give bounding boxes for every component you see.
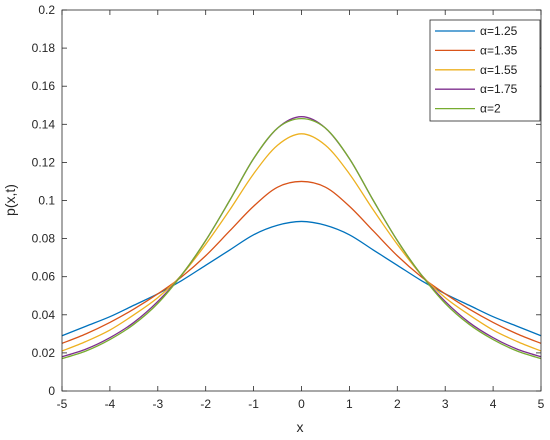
x-tick-label: 3 xyxy=(442,397,449,411)
legend-entry-4: α=1.75 xyxy=(480,82,518,96)
x-axis-label: x xyxy=(297,419,304,435)
legend-entry-3: α=1.55 xyxy=(480,63,518,77)
y-tick-label: 0.18 xyxy=(32,41,56,55)
series-line-4 xyxy=(61,116,542,358)
ticks-layer: -5 -4 -3 -2 -1 0 1 2 3 4 5 0 0.02 0.04 0.06 0.08 0.1 0.12… xyxy=(32,3,545,411)
legend-entry-5: α=2 xyxy=(480,102,501,116)
y-tick-label: 0.04 xyxy=(32,308,56,322)
y-tick-label: 0.16 xyxy=(32,79,56,93)
y-tick-label: 0.02 xyxy=(32,346,56,360)
y-tick-label: 0.06 xyxy=(32,270,56,284)
x-tick-label: -5 xyxy=(57,397,68,411)
y-tick-label: 0.1 xyxy=(38,194,55,208)
x-tick-label: -2 xyxy=(200,397,211,411)
y-tick-label: 0.12 xyxy=(32,155,56,169)
legend-entry-2: α=1.35 xyxy=(480,43,518,57)
series-line-3 xyxy=(61,133,542,352)
x-tick-label: -4 xyxy=(105,397,116,411)
legend: α=1.25 α=1.35 α=1.55 α=1.75 α=2 xyxy=(429,19,541,122)
x-tick-label: 4 xyxy=(490,397,497,411)
x-tick-label: 2 xyxy=(394,397,401,411)
y-tick-label: 0.2 xyxy=(38,3,55,17)
legend-entry-1: α=1.25 xyxy=(480,24,518,38)
y-tick-label: 0.08 xyxy=(32,232,56,246)
x-tick-label: 0 xyxy=(298,397,305,411)
legend-box xyxy=(429,19,541,122)
series-line-1 xyxy=(61,220,542,337)
y-tick-label: 0.14 xyxy=(32,117,56,131)
series-line-2 xyxy=(61,180,542,344)
series-layer xyxy=(61,116,542,360)
x-tick-label: 1 xyxy=(346,397,353,411)
series-line-5 xyxy=(61,117,542,360)
y-tick-label: 0 xyxy=(48,384,55,398)
x-tick-label: -3 xyxy=(152,397,163,411)
y-axis-label: p(x,t) xyxy=(2,184,18,216)
x-tick-label: -1 xyxy=(248,397,259,411)
x-tick-label: 5 xyxy=(538,397,545,411)
